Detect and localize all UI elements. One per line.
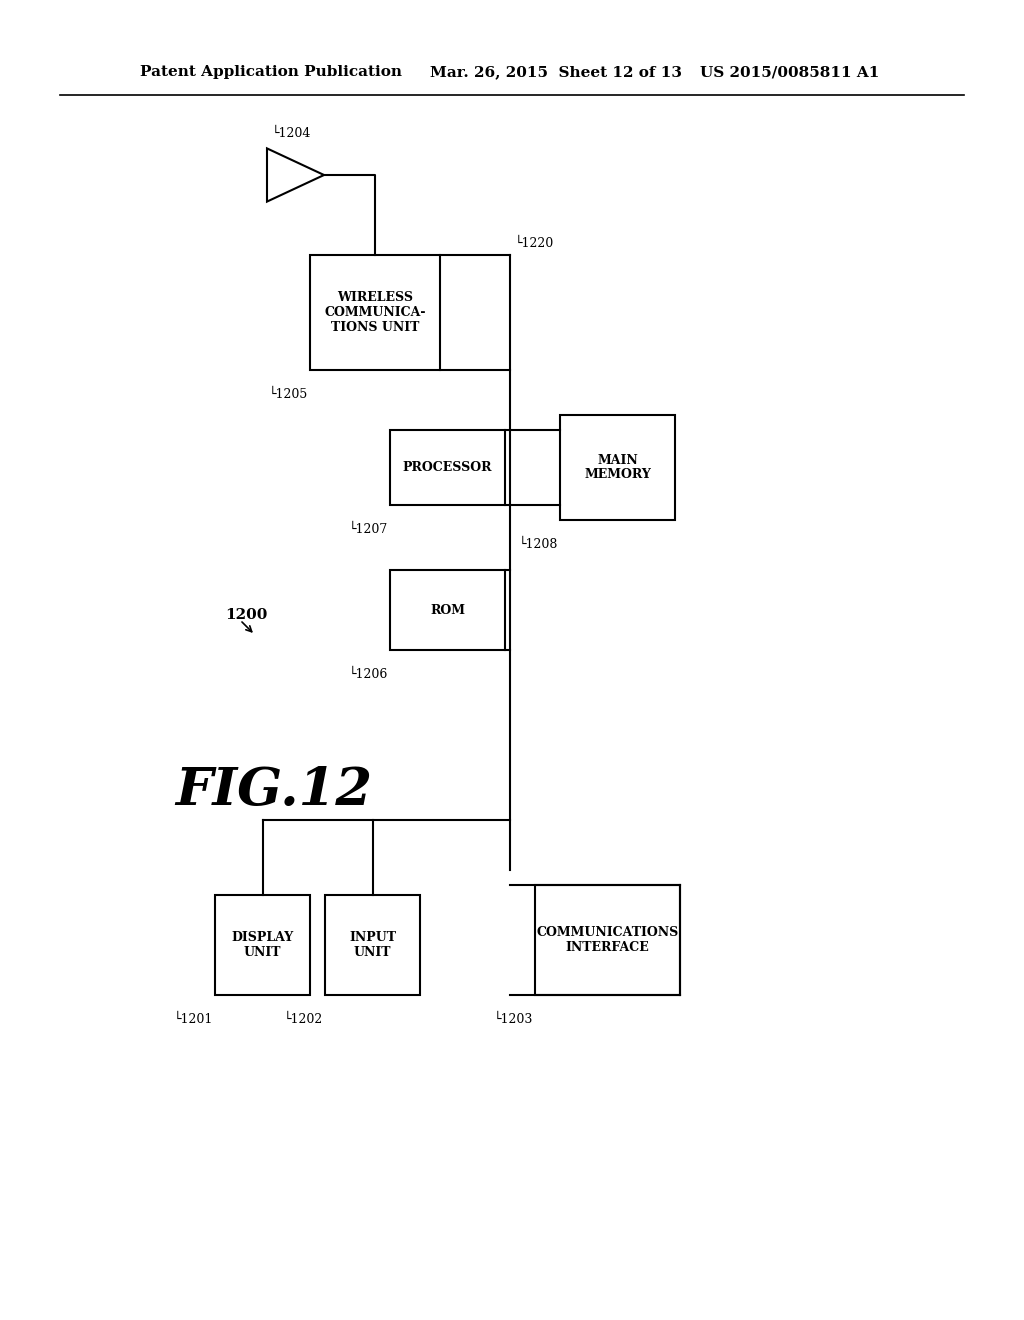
Text: └1204: └1204 <box>272 128 311 140</box>
Bar <box>215 895 310 995</box>
Text: PROCESSOR: PROCESSOR <box>402 461 493 474</box>
Text: MAIN
MEMORY: MAIN MEMORY <box>584 454 651 482</box>
Text: └1208: └1208 <box>518 539 558 550</box>
Text: Mar. 26, 2015  Sheet 12 of 13: Mar. 26, 2015 Sheet 12 of 13 <box>430 65 682 79</box>
Text: └1220: └1220 <box>515 238 554 249</box>
Bar <box>310 255 440 370</box>
Text: └1205: └1205 <box>268 388 308 401</box>
Text: DISPLAY
UNIT: DISPLAY UNIT <box>231 931 294 960</box>
Text: WIRELESS
COMMUNICA-
TIONS UNIT: WIRELESS COMMUNICA- TIONS UNIT <box>325 290 426 334</box>
Text: └1203: └1203 <box>494 1012 534 1026</box>
Bar <box>560 414 675 520</box>
Text: └1201: └1201 <box>174 1012 213 1026</box>
Text: 1200: 1200 <box>225 609 267 622</box>
Text: └1207: └1207 <box>349 523 388 536</box>
Bar <box>390 570 505 649</box>
Text: US 2015/0085811 A1: US 2015/0085811 A1 <box>700 65 880 79</box>
Text: └1206: └1206 <box>348 668 388 681</box>
Bar <box>390 430 505 506</box>
Bar <box>535 884 680 995</box>
Bar <box>325 895 420 995</box>
Text: COMMUNICATIONS
INTERFACE: COMMUNICATIONS INTERFACE <box>537 927 679 954</box>
Text: FIG.12: FIG.12 <box>175 764 372 816</box>
Text: ROM: ROM <box>430 603 465 616</box>
Text: Patent Application Publication: Patent Application Publication <box>140 65 402 79</box>
Text: INPUT
UNIT: INPUT UNIT <box>349 931 396 960</box>
Text: └1202: └1202 <box>284 1012 323 1026</box>
